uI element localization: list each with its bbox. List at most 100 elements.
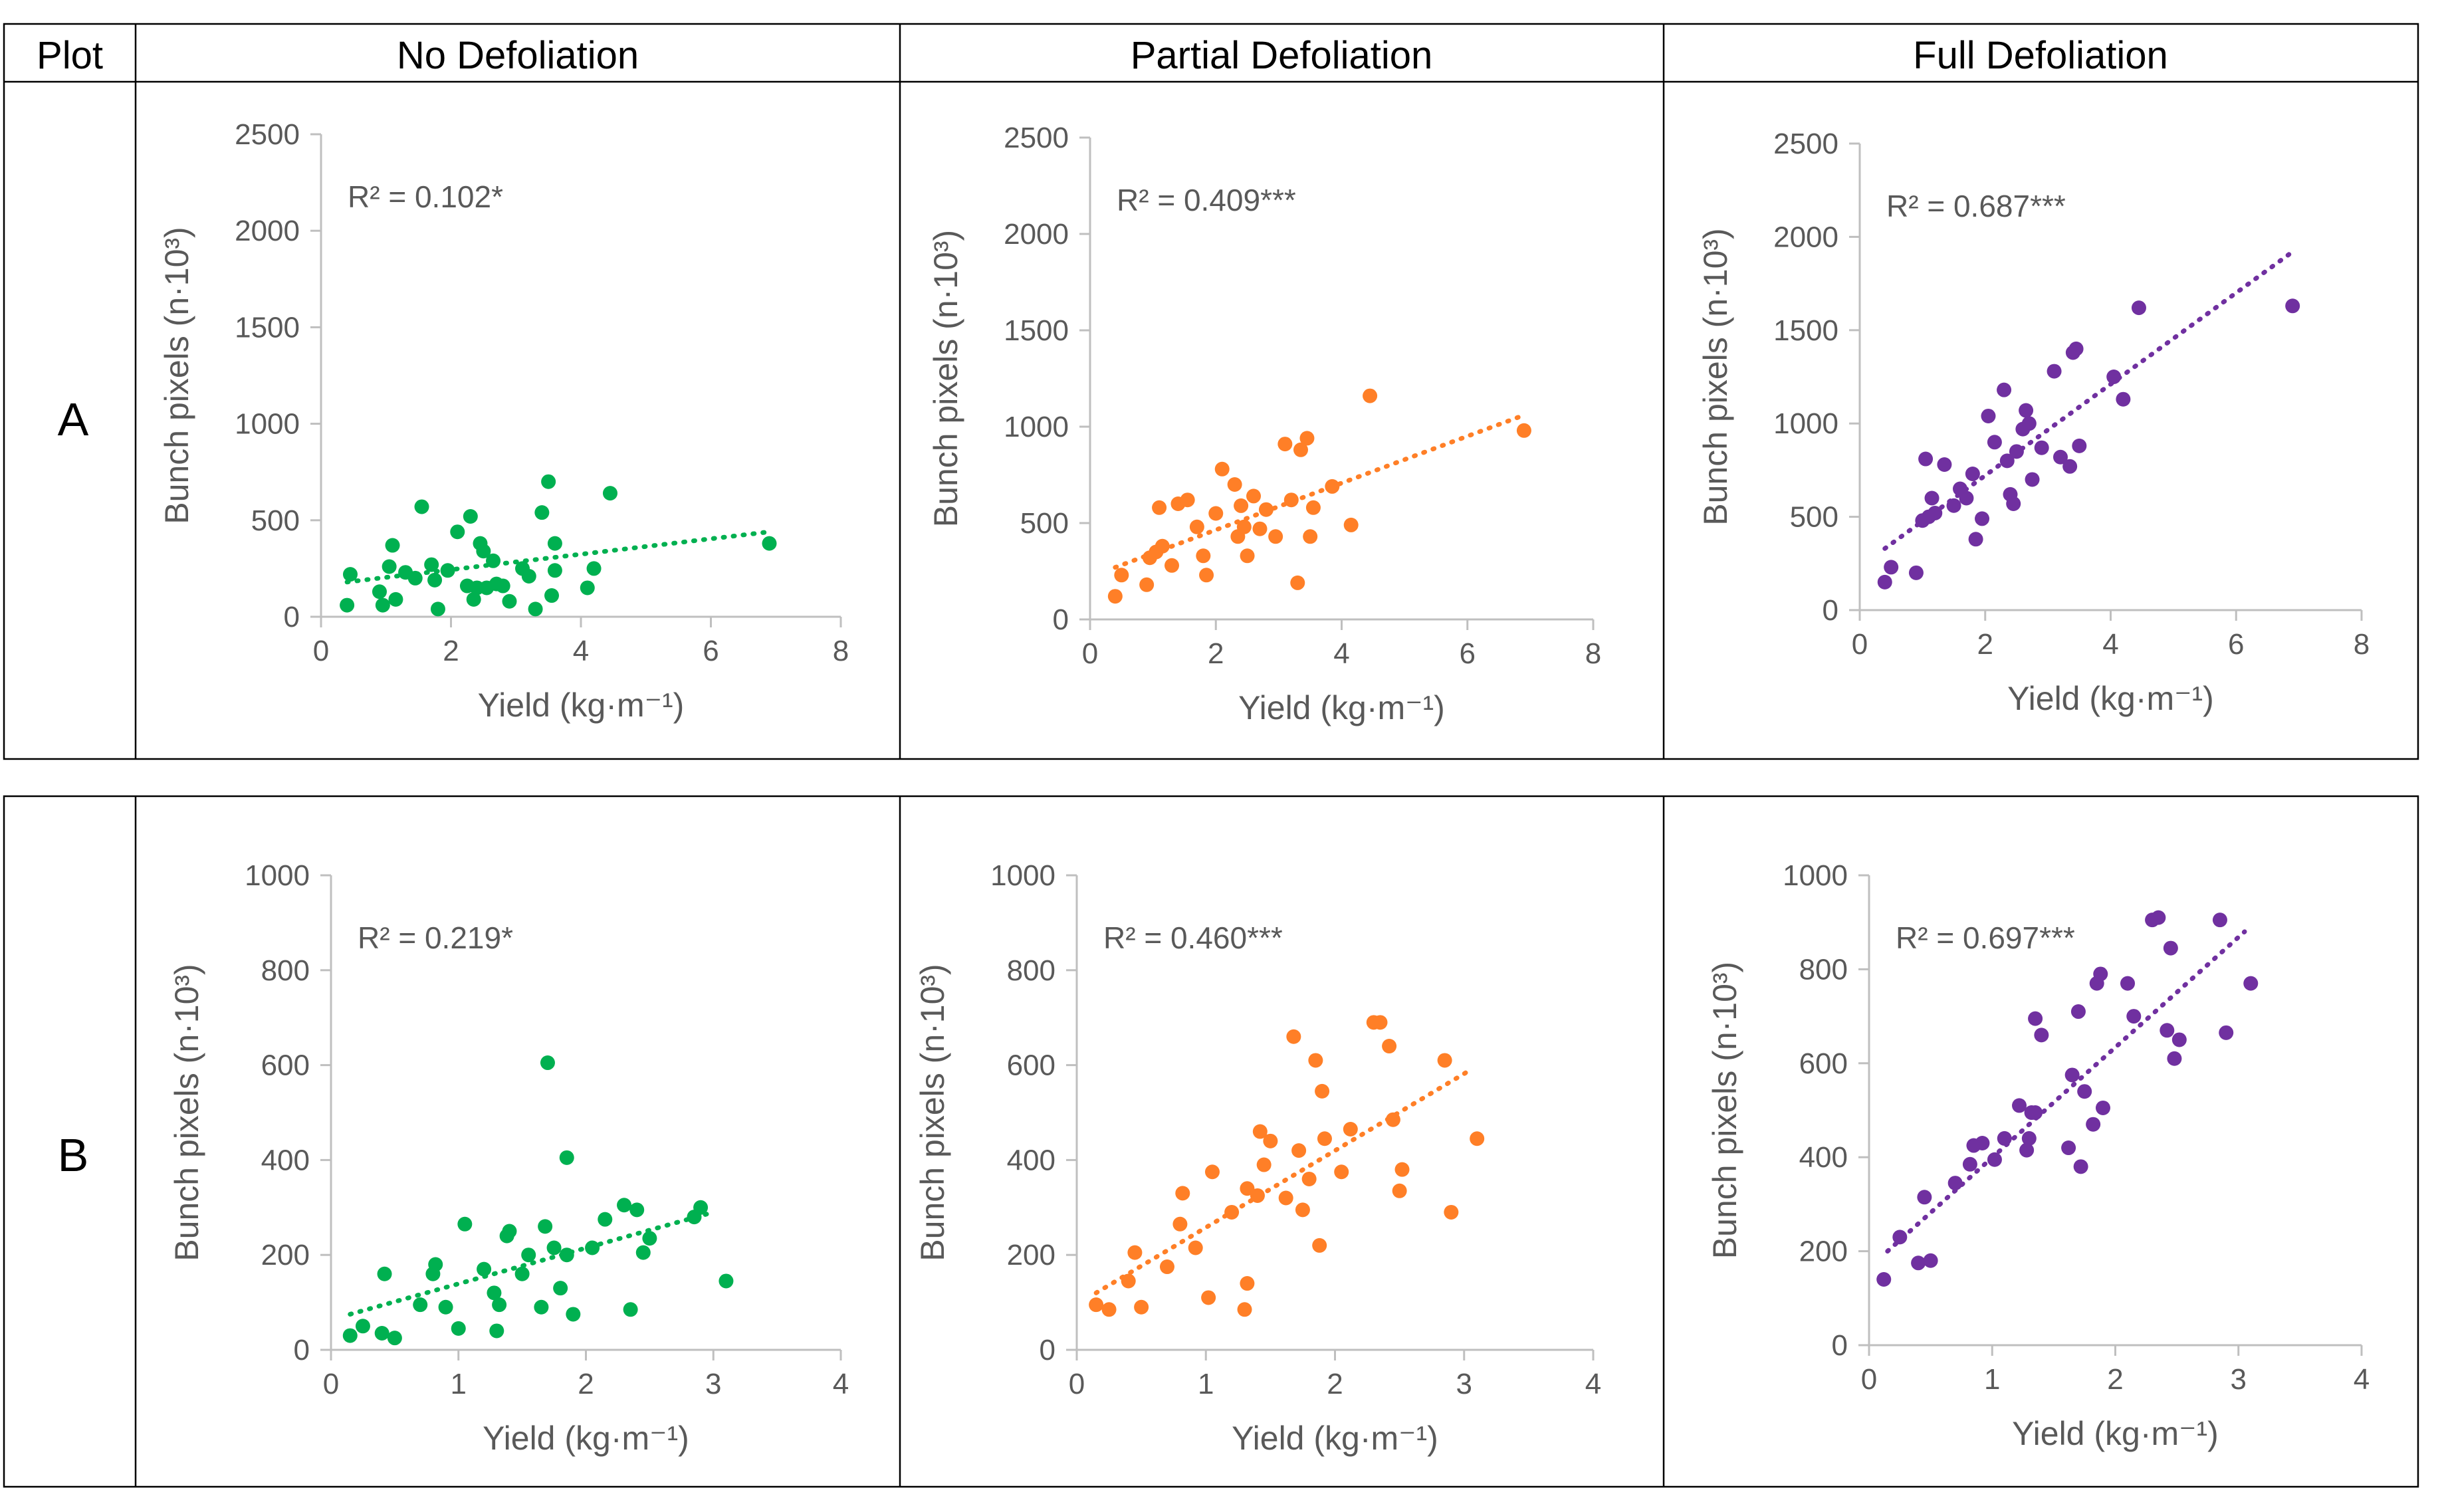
- data-point: [2171, 1032, 2187, 1047]
- data-point: [2034, 440, 2049, 455]
- data-point: [1299, 431, 1315, 446]
- y-axis-title: Bunch pixels (n·10³): [914, 964, 951, 1261]
- trendline: [1113, 413, 1527, 570]
- data-point: [1892, 1230, 1908, 1245]
- data-point: [1188, 1240, 1203, 1255]
- data-point: [1155, 538, 1170, 554]
- data-point: [1258, 502, 1274, 517]
- data-point: [451, 1321, 466, 1336]
- data-point: [559, 1150, 574, 1165]
- y-tick-label: 1500: [235, 311, 300, 344]
- y-tick-label: 1500: [1773, 314, 1838, 347]
- data-point: [1250, 1188, 1265, 1203]
- data-point: [541, 474, 556, 489]
- data-point: [2243, 976, 2259, 991]
- x-tick-label: 2: [578, 1368, 594, 1400]
- data-point: [1877, 574, 1892, 590]
- data-point: [1293, 442, 1308, 457]
- x-tick-label: 4: [833, 1368, 849, 1400]
- data-point: [1246, 488, 1262, 504]
- table-b-border: [3, 795, 2419, 1488]
- data-point: [1165, 558, 1180, 573]
- x-tick-label: 2: [443, 635, 459, 667]
- data-point: [2163, 940, 2178, 956]
- data-point: [1134, 1299, 1149, 1315]
- data-point: [2151, 910, 2166, 925]
- r-squared-label: R² = 0.687***: [1886, 189, 2066, 223]
- data-point: [528, 601, 543, 617]
- header-partial-defoliation: Partial Defoliation: [1131, 34, 1433, 77]
- y-tick-label: 800: [261, 954, 310, 987]
- y-tick-label: 0: [294, 1334, 310, 1366]
- data-point: [1256, 1157, 1272, 1172]
- data-point: [514, 1266, 530, 1281]
- data-point: [635, 1245, 651, 1260]
- x-tick-label: 0: [1852, 628, 1868, 661]
- data-point: [1911, 1255, 1926, 1271]
- data-point: [1237, 1302, 1252, 1317]
- data-point: [1180, 492, 1195, 508]
- data-point: [2062, 459, 2078, 474]
- data-point: [375, 597, 390, 613]
- data-point: [1121, 1273, 1136, 1289]
- y-tick-label: 600: [261, 1049, 310, 1082]
- data-point: [1999, 453, 2015, 469]
- x-axis-title: Yield (kg·m⁻¹): [483, 1420, 689, 1457]
- x-tick-label: 8: [2354, 628, 2370, 661]
- data-point: [414, 499, 429, 514]
- data-point: [2009, 444, 2024, 459]
- chart-row-a-full-defoliation: 0 500 1000 1500 2000 2500 0 2 4 6 8 Yield (kg·m⁻¹) B…: [1697, 128, 2370, 717]
- data-point: [477, 1261, 492, 1277]
- row-label-a: A: [58, 393, 89, 445]
- y-tick-label: 400: [1799, 1141, 1848, 1174]
- data-point: [424, 557, 439, 572]
- y-tick-label: 2500: [1004, 122, 1069, 154]
- data-point: [1392, 1183, 1407, 1198]
- data-point: [1303, 529, 1318, 544]
- chart-row-b-no-defoliation: 0 200 400 600 800 1000 0 1 2 3 4 Yield (kg·m⁻¹) Bunc…: [168, 859, 849, 1457]
- data-point: [1159, 1259, 1174, 1275]
- x-axis-title: Yield (kg·m⁻¹): [478, 687, 685, 724]
- trendline: [1882, 249, 2295, 551]
- data-point: [2093, 966, 2108, 982]
- data-point: [2064, 1067, 2080, 1083]
- data-point: [598, 1212, 613, 1227]
- data-point: [1928, 505, 1943, 520]
- x-tick-label: 8: [833, 635, 849, 667]
- data-point: [521, 569, 536, 584]
- data-point: [387, 1331, 402, 1346]
- data-point: [2019, 1142, 2035, 1158]
- row-label-b: B: [58, 1129, 89, 1181]
- x-tick-label: 4: [573, 635, 589, 667]
- data-point: [585, 1240, 600, 1255]
- x-tick-label: 0: [1069, 1368, 1085, 1400]
- data-point: [1937, 457, 1952, 472]
- data-point: [1470, 1131, 1485, 1146]
- data-point: [438, 1299, 453, 1315]
- x-tick-label: 6: [2228, 628, 2244, 661]
- data-point: [2028, 1105, 2043, 1121]
- data-point: [1997, 1131, 2012, 1146]
- data-point: [374, 1326, 389, 1341]
- data-point: [642, 1231, 657, 1246]
- data-point: [553, 1281, 568, 1296]
- x-tick-label: 4: [1585, 1368, 1601, 1400]
- data-point: [1908, 565, 1924, 580]
- chart-row-a-no-defoliation: 0 500 1000 1500 2000 2500 0 2 4 6 8 Yield (kg·m⁻¹) B…: [158, 118, 849, 724]
- x-tick-label: 1: [451, 1368, 467, 1400]
- data-point: [2021, 1131, 2037, 1146]
- data-point: [1965, 467, 1980, 482]
- data-point: [1987, 435, 2002, 450]
- x-tick-label: 3: [1456, 1368, 1472, 1400]
- data-point: [2025, 472, 2040, 487]
- data-point: [602, 486, 617, 501]
- r-squared-label: R² = 0.460***: [1103, 920, 1283, 955]
- data-point: [1172, 1216, 1188, 1232]
- x-tick-label: 0: [323, 1368, 339, 1400]
- data-point: [2028, 1011, 2043, 1026]
- data-point: [372, 584, 387, 599]
- data-point: [1385, 1112, 1400, 1127]
- y-tick-label: 2500: [1773, 128, 1838, 160]
- data-point: [1175, 1186, 1190, 1201]
